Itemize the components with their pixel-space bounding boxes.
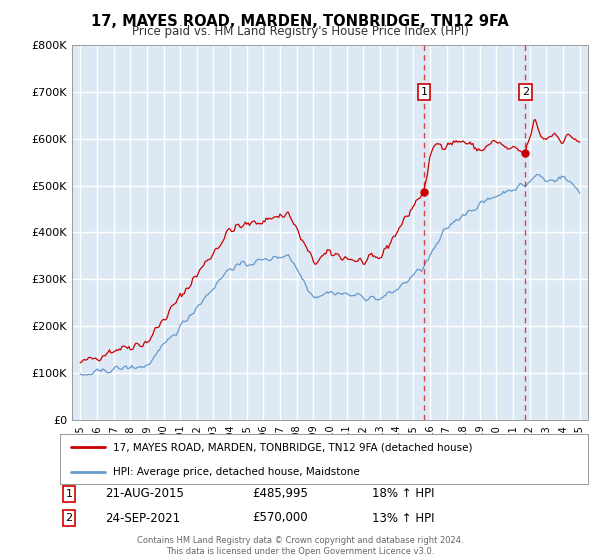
Text: 17, MAYES ROAD, MARDEN, TONBRIDGE, TN12 9FA (detached house): 17, MAYES ROAD, MARDEN, TONBRIDGE, TN12 … [113, 442, 472, 452]
Text: 17, MAYES ROAD, MARDEN, TONBRIDGE, TN12 9FA: 17, MAYES ROAD, MARDEN, TONBRIDGE, TN12 … [91, 14, 509, 29]
Text: HPI: Average price, detached house, Maidstone: HPI: Average price, detached house, Maid… [113, 467, 359, 477]
Text: 1: 1 [421, 87, 427, 97]
Text: Price paid vs. HM Land Registry's House Price Index (HPI): Price paid vs. HM Land Registry's House … [131, 25, 469, 38]
Text: £570,000: £570,000 [252, 511, 308, 525]
Text: Contains HM Land Registry data © Crown copyright and database right 2024.
This d: Contains HM Land Registry data © Crown c… [137, 536, 463, 556]
Text: 18% ↑ HPI: 18% ↑ HPI [372, 487, 434, 501]
Text: 2: 2 [521, 87, 529, 97]
Text: 24-SEP-2021: 24-SEP-2021 [105, 511, 180, 525]
Text: 21-AUG-2015: 21-AUG-2015 [105, 487, 184, 501]
Text: 13% ↑ HPI: 13% ↑ HPI [372, 511, 434, 525]
Text: 1: 1 [65, 489, 73, 499]
Text: £485,995: £485,995 [252, 487, 308, 501]
Text: 2: 2 [65, 513, 73, 523]
